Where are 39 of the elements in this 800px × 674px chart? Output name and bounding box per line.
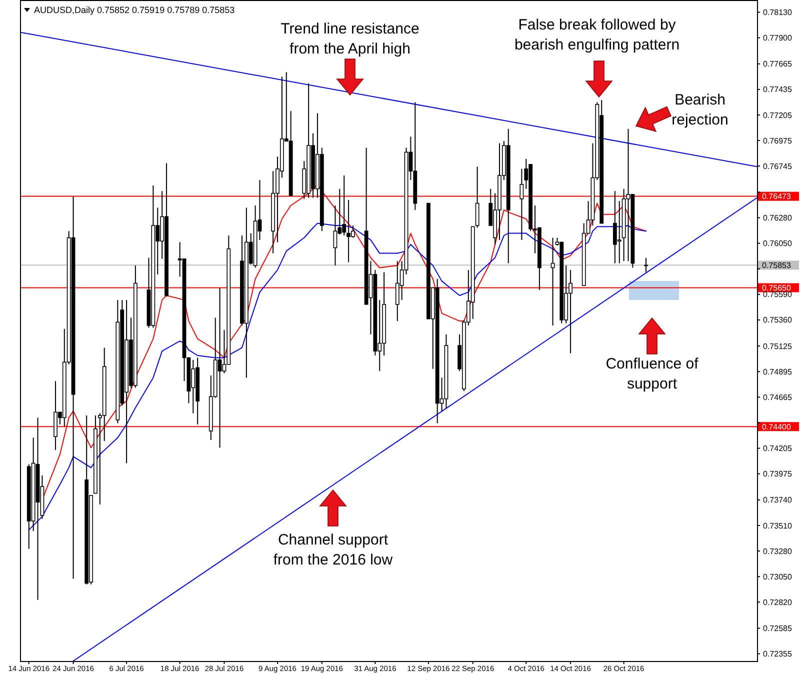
y-tick-label: 0.73740 xyxy=(763,496,792,505)
annotation: Channel support from the 2016 low xyxy=(273,531,393,568)
y-tick-label: 0.75125 xyxy=(763,342,792,351)
y-tick-label: 0.74895 xyxy=(763,367,792,376)
y-tick-label: 0.73280 xyxy=(763,546,792,556)
y-tick-label: 0.75590 xyxy=(763,290,792,300)
annotation: Trend line resistance from the April high xyxy=(280,20,420,58)
annotation: False break followed by bearish engulfing pattern xyxy=(514,16,680,54)
y-tick-label: 0.76975 xyxy=(763,136,792,146)
y-tick-label: 0.77665 xyxy=(763,60,792,69)
y-tick-label: 0.77900 xyxy=(763,34,792,43)
y-tick-label: 0.73050 xyxy=(763,572,792,582)
y-tick-label: 0.76745 xyxy=(763,162,792,171)
annotation: Bearish rejection xyxy=(672,91,728,128)
annotation: Confluence of support xyxy=(606,355,700,392)
y-tick-label: 0.73975 xyxy=(763,470,792,479)
y-tick-label: 0.74665 xyxy=(763,392,792,402)
ref-line-label: 0.76473 xyxy=(762,192,792,202)
candlestick xyxy=(191,359,196,414)
candlestick xyxy=(617,200,622,264)
candlestick xyxy=(520,168,524,240)
y-tick-label: 0.78130 xyxy=(763,8,792,18)
y-tick-label: 0.73510 xyxy=(763,521,792,530)
y-tick-label: 0.76280 xyxy=(763,214,792,223)
y-tick-label: 0.77435 xyxy=(763,85,792,94)
candlestick xyxy=(333,205,338,266)
y-tick-label: 0.72355 xyxy=(763,650,792,659)
y-tick-label: 0.76050 xyxy=(763,239,792,248)
text: AUDUSD,Daily 0.75852 0.75919 0.75789 0.75853 xyxy=(34,5,235,15)
y-tick-label: 0.77205 xyxy=(763,110,792,120)
y-tick-label: 0.74205 xyxy=(763,444,792,454)
y-tick-label: 0.72585 xyxy=(763,624,792,634)
ref-line-label: 0.74400 xyxy=(762,422,792,432)
y-tick-label: 0.72820 xyxy=(763,598,792,607)
ref-line-label: 0.75853 xyxy=(762,260,792,270)
y-tick-label: 0.75360 xyxy=(763,316,792,325)
candlestick xyxy=(218,287,222,448)
candlestick xyxy=(475,166,480,228)
candlestick xyxy=(626,128,630,262)
